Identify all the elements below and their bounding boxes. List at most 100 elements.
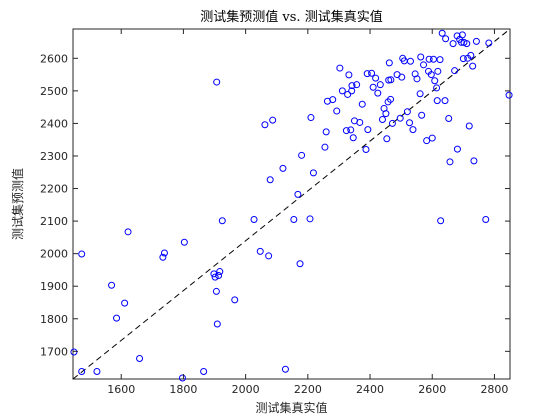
data-point — [333, 107, 341, 115]
y-tick-label: 2300 — [40, 150, 68, 163]
data-point — [329, 96, 337, 104]
data-point — [470, 157, 478, 165]
data-point — [322, 128, 330, 136]
data-point — [113, 314, 121, 322]
data-point — [428, 134, 436, 142]
y-tick-label: 2000 — [40, 248, 68, 261]
data-point — [356, 118, 364, 126]
data-point — [160, 249, 168, 257]
data-point — [307, 114, 315, 122]
chart-title: 测试集预测值 vs. 测试集真实值 — [200, 9, 382, 25]
data-point — [309, 169, 317, 177]
data-point — [348, 87, 356, 95]
data-point — [376, 81, 384, 89]
data-point — [200, 368, 208, 376]
data-point — [418, 111, 426, 119]
data-point — [78, 250, 86, 258]
data-point — [290, 215, 298, 223]
data-point — [388, 119, 396, 127]
data-point — [213, 78, 221, 86]
data-point — [349, 134, 357, 142]
data-point — [136, 354, 144, 362]
data-point — [374, 89, 382, 97]
data-point — [445, 115, 453, 123]
data-point — [409, 126, 417, 134]
data-point — [338, 87, 346, 95]
data-point — [383, 135, 391, 143]
data-point — [382, 110, 390, 118]
data-point — [387, 76, 395, 84]
data-point — [345, 71, 353, 79]
data-point — [353, 81, 361, 89]
data-point — [378, 116, 386, 124]
y-tick-label: 1700 — [40, 345, 68, 358]
data-point — [294, 190, 302, 198]
data-point — [453, 145, 461, 153]
y-tick-label: 2100 — [40, 215, 68, 228]
data-point — [463, 40, 471, 48]
data-point — [78, 368, 86, 376]
x-tick-label: 2000 — [232, 383, 260, 396]
x-tick-label: 2200 — [294, 383, 322, 396]
axis-ticks: 1600 1800 2000 2200 2400 2600 2800 1700 1800 1900… — [40, 29, 510, 396]
data-point — [406, 57, 414, 65]
data-point — [261, 121, 269, 129]
data-point — [505, 91, 513, 99]
data-point — [469, 62, 477, 70]
data-point — [467, 51, 475, 59]
y-tick-label: 1800 — [40, 313, 68, 326]
data-point — [413, 75, 421, 83]
data-point — [396, 114, 404, 122]
data-point — [121, 299, 129, 307]
data-point — [406, 119, 414, 127]
data-point — [368, 69, 376, 77]
data-point — [472, 37, 480, 45]
data-point — [266, 176, 274, 184]
data-point — [446, 158, 454, 166]
data-point — [180, 238, 188, 246]
data-point — [441, 97, 449, 105]
x-tick-label: 2600 — [418, 383, 446, 396]
data-point — [215, 271, 223, 279]
data-point — [387, 95, 395, 103]
data-point — [485, 39, 493, 47]
y-axis-title: 测试集预测值 — [10, 168, 25, 240]
data-point — [362, 145, 370, 153]
data-point — [281, 365, 289, 373]
data-point — [436, 56, 444, 64]
data-point — [159, 253, 167, 261]
plot-area — [70, 28, 513, 382]
data-point — [218, 217, 226, 225]
data-point — [429, 55, 437, 63]
data-point — [431, 77, 439, 85]
data-point — [358, 100, 366, 108]
y-tick-label: 2500 — [40, 85, 68, 98]
data-point — [369, 83, 377, 91]
data-point — [279, 164, 287, 172]
data-point — [212, 287, 220, 295]
data-point — [433, 97, 441, 105]
data-point — [231, 296, 239, 304]
data-point — [298, 151, 306, 159]
y-tick-label: 2200 — [40, 183, 68, 196]
data-point — [482, 215, 490, 223]
data-point — [451, 67, 459, 75]
data-point — [344, 90, 352, 98]
data-point — [306, 215, 314, 223]
data-point — [70, 348, 78, 356]
data-point — [213, 320, 221, 328]
data-point — [211, 273, 219, 281]
data-point — [342, 127, 350, 135]
data-point — [210, 270, 218, 278]
data-point — [416, 90, 424, 98]
data-point — [449, 40, 457, 48]
data-point — [437, 217, 445, 225]
data-point — [423, 137, 431, 145]
data-point — [348, 82, 356, 90]
y-tick-label: 2400 — [40, 117, 68, 130]
data-point — [108, 281, 116, 289]
data-point — [427, 71, 435, 79]
data-point — [124, 228, 132, 236]
data-point — [364, 126, 372, 134]
